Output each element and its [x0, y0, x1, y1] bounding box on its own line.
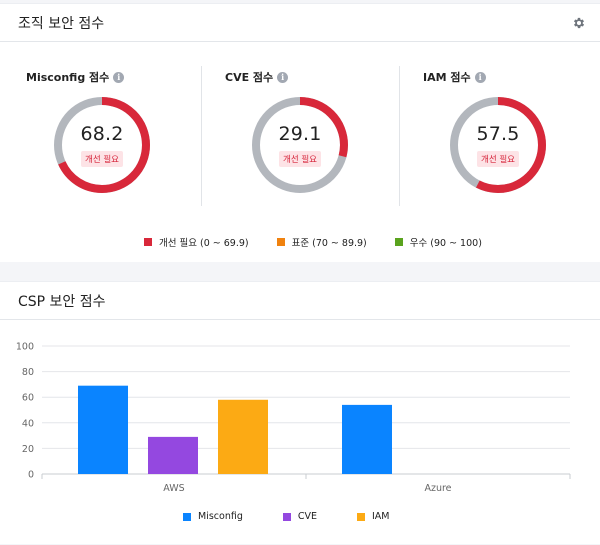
- csp-score-card: CSP 보안 점수 0 20 40 60 80 100 AWS Azure Misconfig…: [0, 281, 600, 544]
- status-badge: 개선 필요: [477, 151, 519, 167]
- gauge-iam: 57.5 개선 필요: [448, 95, 548, 195]
- gauge-progress: [252, 97, 348, 193]
- legend-item-cve[interactable]: CVE: [282, 511, 317, 522]
- bar-iam-aws: [218, 399, 268, 474]
- legend-item-misconfig[interactable]: Misconfig: [183, 511, 243, 522]
- csp-card-header: CSP 보안 점수: [0, 282, 600, 320]
- gauge-progress: [54, 97, 150, 193]
- gauge-label-cve: CVE 점수 i: [225, 69, 289, 85]
- gauge-ring-cve: [252, 97, 348, 193]
- legend-item-excellent[interactable]: 우수 (90 ~ 100): [394, 235, 482, 249]
- csp-card-title: CSP 보안 점수: [18, 293, 106, 310]
- bar-misconfig-azure: [342, 404, 392, 474]
- legend-swatch: [282, 512, 291, 521]
- org-score-card: 조직 보안 점수: [0, 3, 600, 262]
- gauge-title-cve: CVE 점수: [225, 71, 274, 84]
- y-tick-label: 80: [22, 367, 34, 378]
- legend-label: 개선 필요 (0 ~ 69.9): [159, 238, 249, 249]
- x-tick-label: Azure: [424, 483, 451, 494]
- legend-label: CVE: [297, 511, 317, 522]
- gauge-title-misconfig: Misconfig 점수: [26, 71, 110, 84]
- info-icon[interactable]: i: [277, 71, 289, 83]
- org-card-title: 조직 보안 점수: [18, 15, 105, 32]
- legend-item-standard[interactable]: 표준 (70 ~ 89.9): [276, 235, 367, 249]
- legend-label: Misconfig: [198, 511, 243, 522]
- csp-chart-legend: Misconfig CVE IAM: [183, 511, 390, 522]
- legend-swatch: [144, 238, 152, 246]
- bar-misconfig-aws: [78, 385, 128, 474]
- bar-cve-aws: [148, 436, 198, 474]
- legend-label: 우수 (90 ~ 100): [409, 238, 482, 249]
- gauge-ring-misconfig: [54, 97, 150, 193]
- legend-label: 표준 (70 ~ 89.9): [291, 238, 367, 249]
- settings-gear-icon[interactable]: [571, 15, 587, 31]
- legend-item-needs-improvement[interactable]: 개선 필요 (0 ~ 69.9): [144, 235, 249, 249]
- gauge-cve: 29.1 개선 필요: [250, 95, 350, 195]
- legend-item-iam[interactable]: IAM: [357, 511, 390, 522]
- gauge-value-misconfig: 68.2: [80, 123, 124, 145]
- csp-bar-chart: 0 20 40 60 80 100 AWS Azure: [16, 342, 571, 494]
- gauge-label-iam: IAM 점수 i: [423, 69, 486, 85]
- y-tick-label: 0: [28, 470, 34, 481]
- gauge-title-iam: IAM 점수: [423, 71, 471, 84]
- org-score-legend: 개선 필요 (0 ~ 69.9) 표준 (70 ~ 89.9) 우수 (90 ~…: [144, 235, 482, 249]
- gauge-ring-iam: [450, 97, 546, 193]
- legend-label: IAM: [372, 511, 390, 522]
- status-badge: 개선 필요: [279, 151, 321, 167]
- y-tick-label: 60: [22, 393, 34, 404]
- legend-swatch: [276, 238, 285, 246]
- gauge-label-misconfig: Misconfig 점수 i: [26, 69, 125, 85]
- legend-swatch: [183, 512, 191, 521]
- info-icon[interactable]: i: [113, 71, 125, 83]
- y-tick-label: 100: [16, 342, 34, 353]
- org-card-header: 조직 보안 점수: [0, 4, 600, 42]
- legend-swatch: [357, 512, 365, 521]
- gauge-misconfig: 68.2 개선 필요: [52, 95, 152, 195]
- x-tick-label: AWS: [163, 483, 184, 494]
- legend-swatch: [394, 238, 403, 246]
- divider: [201, 66, 202, 206]
- y-tick-label: 40: [22, 418, 34, 429]
- info-icon[interactable]: i: [474, 71, 486, 83]
- gauge-progress: [450, 97, 546, 193]
- status-badge: 개선 필요: [81, 151, 123, 167]
- y-tick-label: 20: [22, 444, 34, 455]
- gauge-value-cve: 29.1: [278, 123, 322, 145]
- gauge-value-iam: 57.5: [476, 123, 520, 145]
- divider: [399, 66, 400, 206]
